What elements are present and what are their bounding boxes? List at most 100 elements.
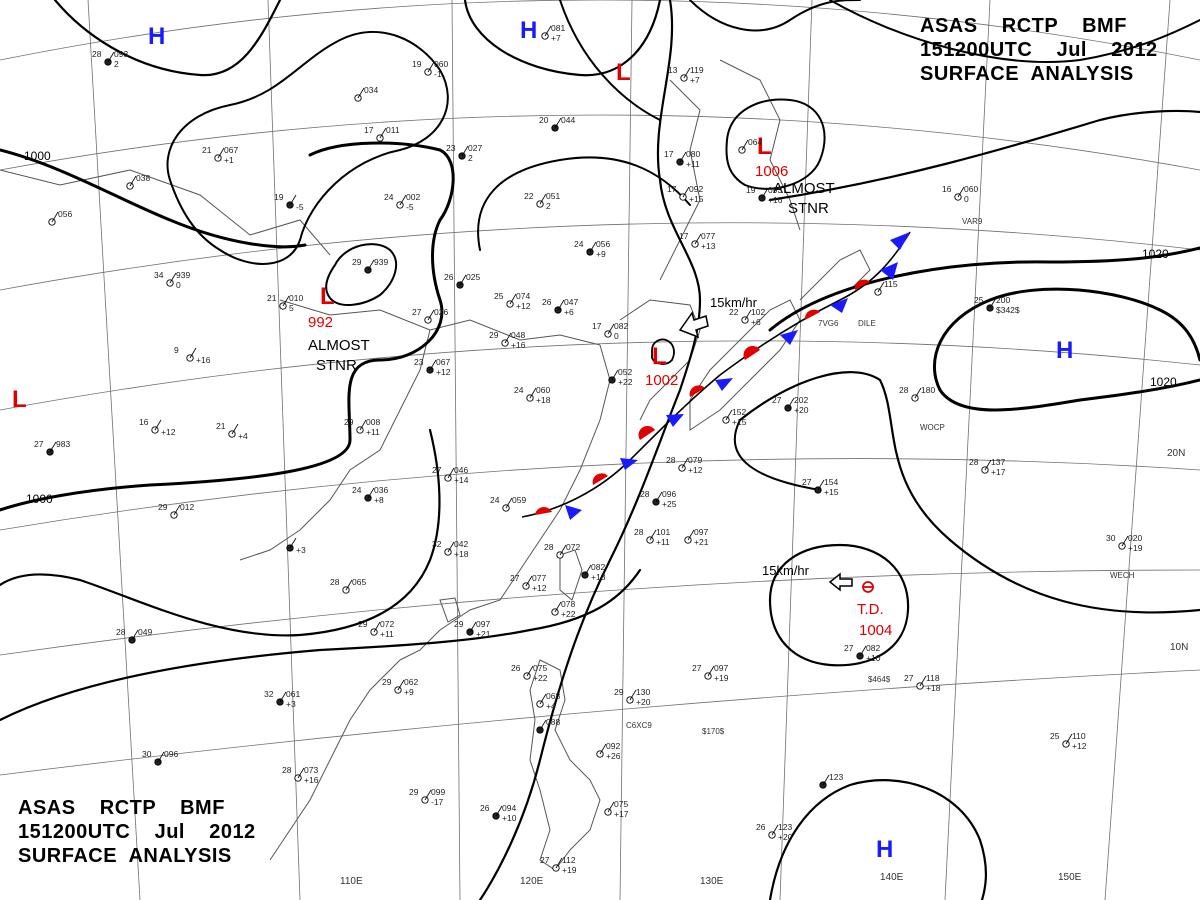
wind-barb-icon [367, 487, 375, 499]
station-pressure: 152 [732, 407, 746, 417]
station-plot: 082+18 [581, 562, 606, 582]
wind-barb-icon [427, 309, 435, 321]
station-plot: 088 [536, 717, 560, 734]
station-plot: 056 [48, 209, 72, 226]
meridian-line [87, 0, 141, 900]
high-center: H [520, 17, 537, 44]
station-plot: 28 049 [116, 627, 152, 644]
station-plot: 25 074+12 [494, 291, 531, 311]
cold-triangle [666, 414, 684, 427]
wind-barb-icon [189, 347, 197, 359]
isobar [477, 156, 691, 251]
station-plot: +3 [286, 537, 306, 555]
station-temp: 27 [34, 439, 44, 449]
station-temp: 28 [899, 385, 909, 395]
parallel-line [0, 222, 1200, 291]
almost-stnr-line2: STNR [316, 357, 357, 374]
station-plot: 25 110+12 [1050, 731, 1087, 751]
station-pressure: 093 [768, 185, 782, 195]
station-temp: 24 [514, 385, 524, 395]
wind-barb-icon [589, 241, 597, 253]
station-pressure: 008 [366, 417, 380, 427]
isobar-label: 1000 [24, 149, 51, 163]
station-pressure: 051 [546, 191, 560, 201]
wind-barb-icon [822, 774, 830, 786]
parallel-line [0, 669, 1200, 776]
station-temp: 29 [454, 619, 464, 629]
station-plot: 17 077+13 [679, 231, 716, 251]
isobar-low-1006 [725, 98, 826, 190]
station-pressure: 939 [374, 257, 388, 267]
station-temp: 19 [412, 59, 422, 69]
station-plot: 28 101+11 [634, 527, 670, 547]
station-pressure: 012 [180, 502, 194, 512]
wind-barb-icon [525, 575, 533, 587]
station-plot: 30 096 [142, 749, 178, 766]
isobar-labels: 1000 1000 1020 1020 [24, 149, 1177, 506]
low-center: L [320, 283, 335, 310]
wind-barb-icon [559, 544, 567, 556]
isobar [166, 31, 449, 265]
station-plot: 21 067+1 [202, 145, 238, 165]
station-pressure: 093 [114, 49, 128, 59]
station-plot: 28 065 [330, 577, 366, 594]
station-plot: 27 202+20 [772, 395, 809, 415]
station-pressure: 088 [546, 717, 560, 727]
station-tendency: +11 [366, 427, 380, 437]
wind-barb-icon [611, 369, 619, 381]
header-bottom-left: ASAS RCTP BMF 151200UTC Jul 2012 SURFACE A… [18, 796, 256, 868]
station-temp: 28 [969, 457, 979, 467]
station-pressure: 180 [921, 385, 935, 395]
wind-barb-icon [429, 359, 437, 371]
cold-triangle [830, 298, 848, 313]
wind-barb-icon [461, 145, 469, 157]
station-temp: 9 [174, 345, 179, 355]
station-tendency: +18 [454, 549, 469, 559]
station-tendency: +16 [768, 195, 783, 205]
station-pressure: 137 [991, 457, 1005, 467]
station-plot: 26 025 [444, 272, 480, 289]
lon-label: 140E [880, 872, 904, 883]
station-plot: 052+22 [608, 367, 633, 387]
station-plot: 29 048+16 [489, 330, 526, 350]
station-tendency: +20 [636, 697, 651, 707]
wind-barb-icon [555, 857, 563, 869]
isobar-1000 [0, 141, 455, 512]
station-tendency: 2 [114, 59, 119, 69]
station-pressure: 097 [694, 527, 708, 537]
station-temp: 26 [756, 822, 766, 832]
station-tendency: -5 [296, 202, 304, 212]
station-pressure: 102 [751, 307, 765, 317]
station-tendency: +21 [694, 537, 709, 547]
wind-barb-icon [399, 194, 407, 206]
station-code: WECH [1110, 571, 1135, 580]
station-pressure: 061 [286, 689, 300, 699]
station-temp: 17 [664, 149, 674, 159]
isobar-low-1002 [651, 338, 675, 365]
station-tendency: +7 [551, 33, 561, 43]
header-line2: 151200UTC Jul 2012 [920, 39, 1158, 61]
station-tendency: 0 [964, 194, 969, 204]
station-temp: 17 [364, 125, 374, 135]
td-pressure: 1004 [859, 622, 892, 639]
station-temp: 28 [92, 49, 102, 59]
isobar [478, 0, 702, 900]
station-tendency: -17 [431, 797, 444, 807]
station-pressure: 020 [1128, 533, 1142, 543]
wind-barb-icon [526, 665, 534, 677]
cold-triangle [620, 458, 638, 470]
wind-barb-icon [683, 67, 691, 79]
wind-barb-icon [157, 751, 165, 763]
wind-barb-icon [649, 529, 657, 541]
station-pressure: 081 [551, 23, 565, 33]
station-tendency: +22 [533, 673, 548, 683]
wind-barb-icon [679, 151, 687, 163]
header-top-right: ASAS RCTP BMF 151200UTC Jul 2012 SURFACE A… [920, 14, 1158, 86]
front-warm-semicircles [535, 279, 870, 515]
station-plot: 20 044 [539, 115, 575, 132]
station-plot: 068+4 [536, 691, 560, 711]
station-tendency: +12 [532, 583, 547, 593]
station-pressure: 118 [926, 673, 940, 683]
